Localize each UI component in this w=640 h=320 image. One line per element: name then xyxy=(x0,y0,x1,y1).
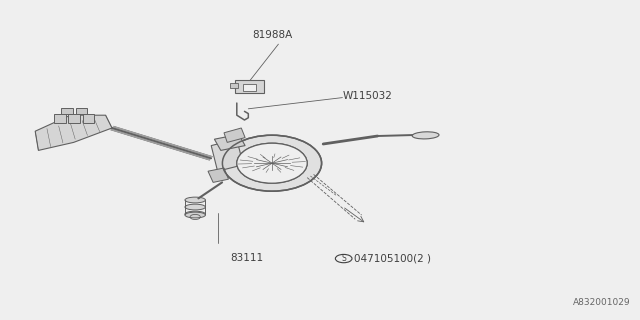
Text: A832001029: A832001029 xyxy=(573,298,630,307)
Polygon shape xyxy=(224,128,245,142)
Text: 83111: 83111 xyxy=(230,253,263,263)
Ellipse shape xyxy=(185,212,205,218)
Ellipse shape xyxy=(237,143,307,183)
Ellipse shape xyxy=(412,132,439,139)
FancyBboxPatch shape xyxy=(243,84,256,91)
Polygon shape xyxy=(214,134,245,150)
Ellipse shape xyxy=(185,211,205,217)
FancyBboxPatch shape xyxy=(76,108,87,114)
FancyBboxPatch shape xyxy=(61,108,73,114)
Polygon shape xyxy=(211,139,243,171)
Ellipse shape xyxy=(185,204,205,210)
Text: 047105100(2 ): 047105100(2 ) xyxy=(354,253,431,264)
FancyBboxPatch shape xyxy=(54,114,66,123)
Text: S: S xyxy=(341,254,346,263)
Polygon shape xyxy=(35,115,112,150)
Text: W115032: W115032 xyxy=(342,91,392,101)
FancyBboxPatch shape xyxy=(230,83,238,88)
Text: 81988A: 81988A xyxy=(252,30,292,40)
FancyBboxPatch shape xyxy=(83,114,94,123)
Polygon shape xyxy=(208,168,228,182)
Ellipse shape xyxy=(223,135,322,191)
Ellipse shape xyxy=(185,197,205,203)
FancyBboxPatch shape xyxy=(68,114,80,123)
FancyBboxPatch shape xyxy=(235,80,264,93)
